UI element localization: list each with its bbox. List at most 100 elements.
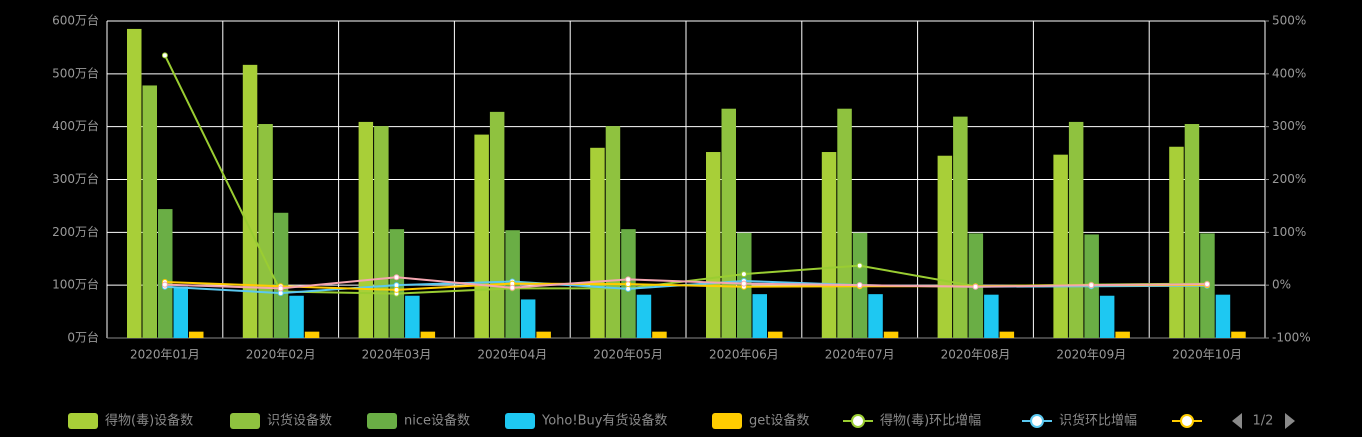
x-tick-label: 2020年04月 bbox=[477, 348, 547, 362]
line-point bbox=[625, 281, 632, 288]
legend-swatch bbox=[367, 413, 397, 429]
bar bbox=[821, 152, 837, 338]
y2-tick-label: -100% bbox=[1272, 331, 1311, 345]
y2-tick-label: 400% bbox=[1272, 66, 1306, 80]
legend-label: 识货环比增幅 bbox=[1059, 413, 1137, 429]
legend-swatch bbox=[712, 413, 742, 429]
legend-label: 得物(毒)环比增幅 bbox=[880, 413, 981, 429]
y2-tick-label: 300% bbox=[1272, 119, 1306, 133]
bar bbox=[837, 108, 852, 338]
bar bbox=[937, 155, 953, 338]
y-tick-label: 200万台 bbox=[52, 224, 99, 239]
bar bbox=[258, 124, 273, 339]
bar bbox=[1053, 154, 1068, 338]
legend-marker bbox=[1180, 414, 1194, 428]
line-point bbox=[277, 290, 284, 297]
line-point bbox=[509, 284, 516, 291]
bar bbox=[273, 212, 289, 338]
x-tick-label: 2020年05月 bbox=[593, 348, 663, 362]
legend-swatch bbox=[505, 413, 535, 429]
bar bbox=[1099, 295, 1115, 338]
bar bbox=[706, 152, 721, 338]
y2-tick-label: 100% bbox=[1272, 225, 1306, 239]
bar bbox=[1115, 331, 1130, 338]
x-tick-label: 2020年07月 bbox=[825, 348, 895, 362]
y2-tick-label: 500% bbox=[1272, 14, 1306, 28]
legend-swatch bbox=[230, 413, 260, 429]
y-tick-label: 600万台 bbox=[52, 13, 99, 28]
line-point bbox=[161, 52, 168, 59]
bar bbox=[953, 116, 968, 339]
bar bbox=[158, 209, 173, 338]
bar bbox=[374, 126, 389, 338]
bar bbox=[304, 331, 320, 338]
bar bbox=[420, 331, 436, 338]
bar bbox=[752, 294, 767, 338]
bar bbox=[358, 121, 374, 338]
x-tick-label: 2020年10月 bbox=[1172, 348, 1242, 362]
x-tick-label: 2020年03月 bbox=[362, 348, 432, 362]
bar bbox=[1184, 124, 1200, 339]
y2-tick-label: 0% bbox=[1272, 278, 1291, 292]
bar bbox=[289, 295, 304, 338]
x-tick-label: 2020年08月 bbox=[941, 348, 1011, 362]
bar bbox=[868, 294, 883, 338]
line-point bbox=[740, 280, 747, 287]
line-point bbox=[161, 281, 168, 288]
bar bbox=[984, 294, 999, 338]
bar bbox=[999, 331, 1015, 338]
bar bbox=[590, 147, 605, 338]
bar bbox=[173, 286, 188, 338]
y-tick-label: 300万台 bbox=[52, 171, 99, 186]
legend-label: 识货设备数 bbox=[267, 413, 332, 429]
bar bbox=[1068, 121, 1084, 338]
legend-prev[interactable] bbox=[1232, 413, 1242, 429]
legend-swatch bbox=[68, 413, 98, 429]
bar bbox=[721, 108, 736, 338]
bar bbox=[242, 64, 258, 338]
line-point bbox=[856, 262, 863, 269]
y-tick-label: 100万台 bbox=[52, 277, 99, 292]
legend-page: 1/2 bbox=[1253, 414, 1274, 429]
bar bbox=[636, 294, 652, 338]
line-point bbox=[1088, 282, 1095, 289]
legend-label: get设备数 bbox=[749, 413, 809, 429]
y-tick-label: 500万台 bbox=[52, 65, 99, 80]
bar bbox=[1231, 331, 1246, 338]
bar bbox=[1169, 146, 1184, 338]
x-tick-label: 2020年01月 bbox=[130, 348, 200, 362]
line-point bbox=[393, 282, 400, 289]
x-tick-label: 2020年09月 bbox=[1056, 348, 1126, 362]
legend-next[interactable] bbox=[1285, 413, 1295, 429]
y-tick-label: 400万台 bbox=[52, 118, 99, 133]
x-tick-label: 2020年06月 bbox=[709, 348, 779, 362]
bar bbox=[605, 126, 621, 338]
bar bbox=[474, 134, 489, 338]
line-point bbox=[625, 285, 632, 292]
bar bbox=[127, 28, 142, 339]
legend-marker bbox=[851, 414, 865, 428]
legend-label: 得物(毒)设备数 bbox=[105, 413, 193, 429]
line-point bbox=[740, 271, 747, 278]
bar bbox=[405, 295, 420, 338]
line-point bbox=[972, 283, 979, 290]
bar bbox=[883, 331, 899, 338]
bar bbox=[1215, 294, 1231, 338]
line-point bbox=[1204, 281, 1211, 288]
bar bbox=[489, 111, 505, 338]
bar bbox=[520, 299, 536, 338]
line-point bbox=[393, 286, 400, 293]
bar bbox=[768, 331, 783, 338]
y2-tick-label: 200% bbox=[1272, 172, 1306, 186]
legend-label: nice设备数 bbox=[404, 413, 470, 429]
legend-label: Yoho!Buy有货设备数 bbox=[541, 413, 667, 429]
line bbox=[164, 276, 1208, 290]
y-tick-label: 0万台 bbox=[67, 330, 99, 345]
line-point bbox=[625, 276, 632, 283]
line-point bbox=[277, 285, 284, 292]
bar bbox=[536, 331, 551, 338]
bar bbox=[142, 85, 157, 338]
line-point bbox=[393, 274, 400, 281]
legend-marker bbox=[1030, 414, 1044, 428]
